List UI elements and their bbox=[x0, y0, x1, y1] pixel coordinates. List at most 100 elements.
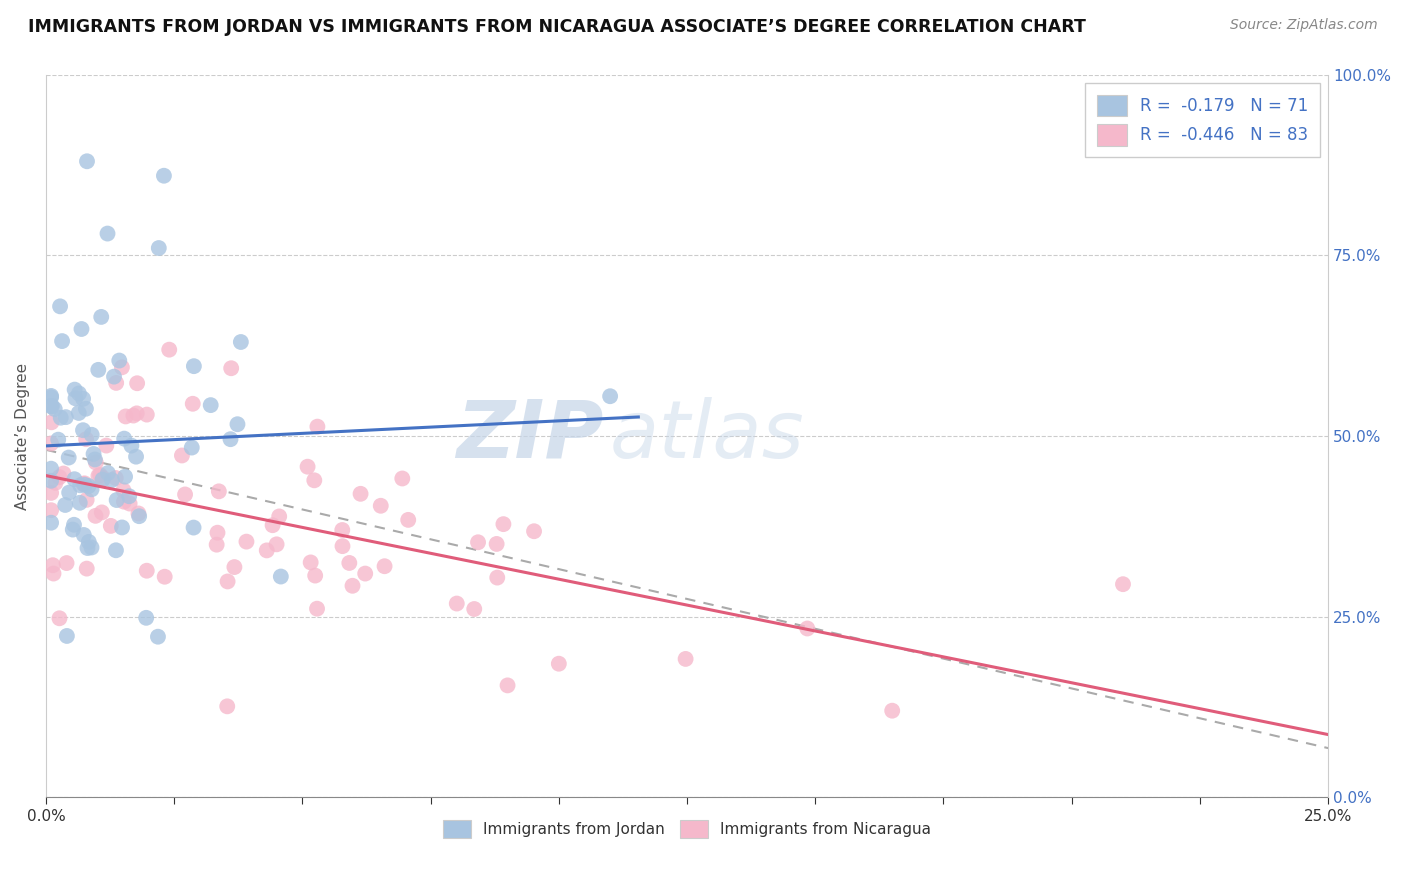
Point bbox=[882, 704, 904, 718]
Point bbox=[67, 386, 90, 401]
Point bbox=[51, 334, 73, 348]
Point bbox=[77, 534, 100, 549]
Point bbox=[485, 537, 508, 551]
Point bbox=[122, 409, 145, 423]
Point bbox=[87, 363, 110, 377]
Point bbox=[72, 423, 94, 437]
Text: Source: ZipAtlas.com: Source: ZipAtlas.com bbox=[1230, 18, 1378, 32]
Point bbox=[100, 519, 122, 533]
Point bbox=[219, 432, 242, 446]
Point bbox=[77, 479, 100, 493]
Point bbox=[76, 561, 98, 575]
Point bbox=[148, 241, 170, 255]
Point bbox=[39, 503, 62, 517]
Point bbox=[219, 361, 242, 376]
Point bbox=[76, 541, 98, 555]
Point bbox=[262, 518, 284, 533]
Point bbox=[52, 467, 75, 481]
Point bbox=[307, 419, 329, 434]
Point bbox=[305, 601, 328, 615]
Point bbox=[108, 353, 131, 368]
Point bbox=[114, 469, 136, 483]
Point bbox=[39, 400, 62, 414]
Point bbox=[75, 432, 97, 446]
Point bbox=[170, 449, 193, 463]
Point bbox=[266, 537, 288, 551]
Point bbox=[63, 472, 86, 486]
Point bbox=[65, 392, 87, 406]
Point bbox=[112, 494, 135, 508]
Point bbox=[125, 406, 148, 420]
Point bbox=[80, 541, 103, 555]
Point bbox=[118, 497, 141, 511]
Point bbox=[299, 556, 322, 570]
Text: ZIP: ZIP bbox=[457, 397, 603, 475]
Point bbox=[90, 310, 112, 324]
Point bbox=[83, 447, 105, 461]
Point bbox=[73, 476, 96, 491]
Point bbox=[114, 409, 136, 424]
Point bbox=[80, 427, 103, 442]
Point bbox=[49, 299, 72, 313]
Point bbox=[235, 534, 257, 549]
Point bbox=[39, 436, 62, 450]
Point bbox=[208, 484, 231, 499]
Point bbox=[84, 452, 107, 467]
Point bbox=[467, 535, 489, 549]
Point bbox=[75, 401, 97, 416]
Point bbox=[304, 473, 326, 487]
Point bbox=[87, 468, 110, 483]
Text: IMMIGRANTS FROM JORDAN VS IMMIGRANTS FROM NICARAGUA ASSOCIATE’S DEGREE CORRELATI: IMMIGRANTS FROM JORDAN VS IMMIGRANTS FRO… bbox=[28, 18, 1085, 36]
Point bbox=[67, 406, 90, 420]
Y-axis label: Associate’s Degree: Associate’s Degree bbox=[15, 362, 30, 509]
Point bbox=[72, 392, 94, 406]
Point bbox=[135, 611, 157, 625]
Point bbox=[84, 455, 107, 469]
Point bbox=[330, 523, 353, 537]
Point bbox=[349, 487, 371, 501]
Point bbox=[70, 322, 93, 336]
Point bbox=[125, 450, 148, 464]
Point bbox=[93, 471, 115, 485]
Point bbox=[374, 559, 396, 574]
Point bbox=[48, 470, 70, 484]
Point bbox=[120, 439, 142, 453]
Point bbox=[342, 579, 364, 593]
Point bbox=[104, 471, 127, 485]
Point bbox=[39, 516, 62, 530]
Point bbox=[46, 433, 69, 447]
Point bbox=[135, 564, 157, 578]
Point bbox=[463, 602, 485, 616]
Point bbox=[396, 513, 419, 527]
Point bbox=[55, 556, 77, 570]
Point bbox=[89, 467, 111, 482]
Point bbox=[58, 485, 80, 500]
Point bbox=[496, 678, 519, 692]
Point bbox=[72, 476, 94, 491]
Point bbox=[96, 439, 118, 453]
Point bbox=[63, 517, 86, 532]
Point bbox=[105, 493, 128, 508]
Point bbox=[42, 566, 65, 581]
Point bbox=[44, 475, 66, 490]
Point bbox=[370, 499, 392, 513]
Point bbox=[73, 478, 96, 492]
Point bbox=[39, 461, 62, 475]
Point bbox=[111, 520, 134, 534]
Point bbox=[304, 568, 326, 582]
Point bbox=[217, 574, 239, 589]
Point bbox=[200, 398, 222, 412]
Point bbox=[118, 489, 141, 503]
Point bbox=[297, 459, 319, 474]
Point bbox=[76, 154, 98, 169]
Point bbox=[105, 376, 128, 390]
Point bbox=[80, 483, 103, 497]
Point bbox=[146, 630, 169, 644]
Point bbox=[183, 520, 205, 534]
Point bbox=[84, 508, 107, 523]
Point bbox=[599, 389, 621, 403]
Point bbox=[796, 622, 818, 636]
Point bbox=[153, 169, 176, 183]
Point bbox=[157, 343, 180, 357]
Point bbox=[104, 543, 127, 558]
